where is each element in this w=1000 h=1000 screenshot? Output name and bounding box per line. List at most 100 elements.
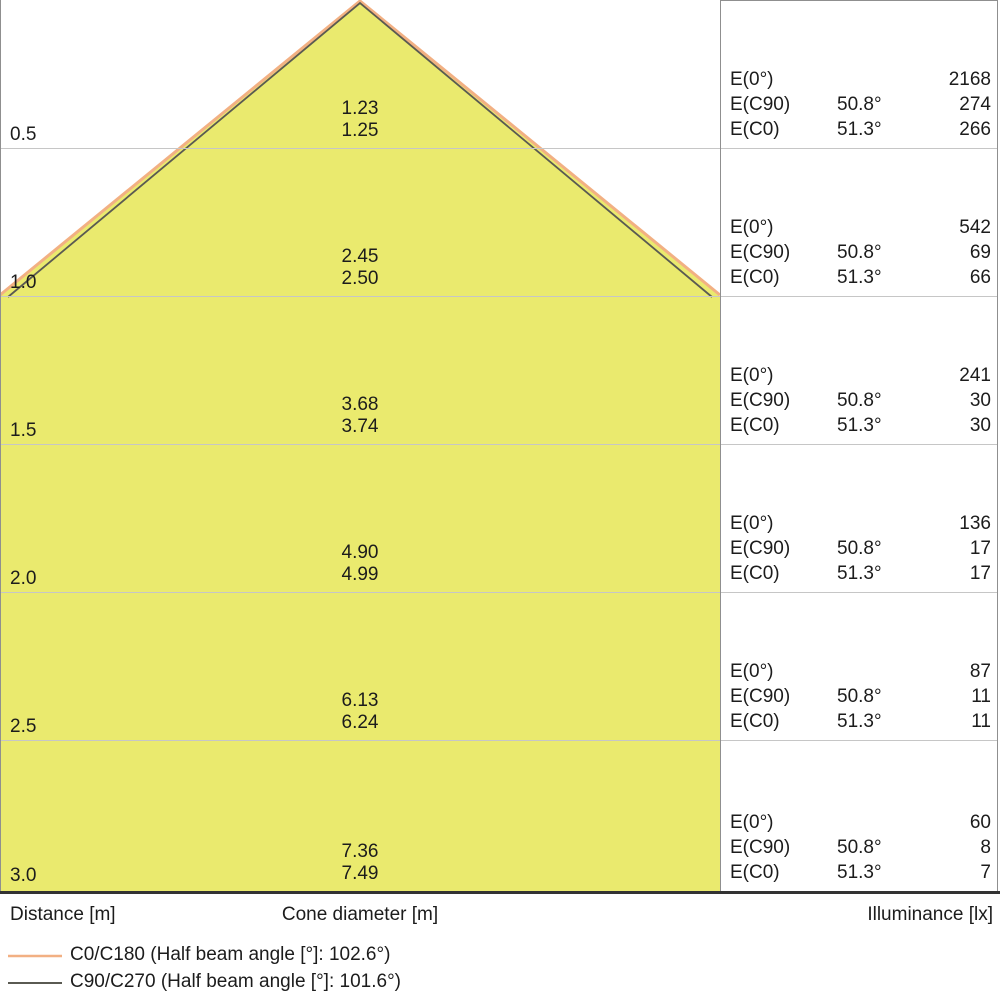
diameter-c0: 7.49 [341, 863, 379, 884]
ec0-label: E(C0) [730, 267, 780, 288]
ec0-value: 266 [959, 119, 991, 140]
ec90-angle: 50.8° [837, 686, 882, 707]
diameter-c0: 2.50 [341, 268, 379, 289]
baseline-bar [0, 891, 1000, 894]
illuminance-cell: E(0°) 241 E(C90) 50.8° 30 E(C0) 51.3° 30 [721, 296, 997, 444]
ec0-label: E(C0) [730, 119, 780, 140]
ec0-label: E(C0) [730, 415, 780, 436]
ec90-label: E(C90) [730, 686, 791, 707]
ec90-angle: 50.8° [837, 94, 882, 115]
cone-diameter-values: 2.45 2.50 [0, 246, 720, 290]
ec0-angle: 51.3° [837, 862, 882, 883]
ec90-value: 17 [969, 538, 991, 559]
ec0-label: E(C0) [730, 862, 780, 883]
e0-label: E(0°) [730, 69, 774, 90]
distance-label: 2.5 [10, 716, 37, 737]
ec90-angle: 50.8° [837, 837, 882, 858]
e0-label: E(0°) [730, 812, 774, 833]
panel-right-border [997, 0, 998, 891]
diameter-c0: 4.99 [341, 564, 379, 585]
c90-line-swatch [8, 982, 62, 984]
panel-divider [720, 0, 721, 891]
distance-label: 0.5 [10, 124, 37, 145]
ec0-angle: 51.3° [837, 711, 882, 732]
illuminance-cell: E(0°) 60 E(C90) 50.8° 8 E(C0) 51.3° 7 [721, 740, 997, 891]
diameter-c90: 7.36 [341, 841, 379, 862]
c0-beam-edge-line [0, 0, 720, 297]
diameter-c90: 6.13 [341, 690, 379, 711]
e0-value: 87 [969, 661, 991, 682]
ec90-value: 30 [969, 390, 991, 411]
illuminance-axis-caption: Illuminance [lx] [867, 904, 993, 925]
ec90-label: E(C90) [730, 242, 791, 263]
legend-label-c90: C90/C270 (Half beam angle [°]: 101.6°) [70, 971, 401, 992]
gridline-2-0 [0, 592, 997, 593]
diameter-c90: 2.45 [341, 246, 379, 267]
e0-label: E(0°) [730, 217, 774, 238]
illuminance-cell: E(0°) 2168 E(C90) 50.8° 274 E(C0) 51.3° 266 [721, 0, 997, 148]
illuminance-cell: E(0°) 87 E(C90) 50.8° 11 E(C0) 51.3° 11 [721, 592, 997, 740]
ec0-value: 7 [980, 862, 991, 883]
legend-item-c90: C90/C270 (Half beam angle [°]: 101.6°) [0, 969, 401, 995]
distance-label: 1.0 [10, 272, 37, 293]
e0-value: 241 [959, 365, 991, 386]
gridline-1-0 [0, 296, 997, 297]
gridline-0-5 [0, 148, 997, 149]
cone-diameter-values: 1.23 1.25 [0, 98, 720, 142]
diameter-c90: 1.23 [341, 98, 379, 119]
ec0-angle: 51.3° [837, 119, 882, 140]
ec90-angle: 50.8° [837, 390, 882, 411]
ec0-value: 17 [969, 563, 991, 584]
ec90-value: 8 [980, 837, 991, 858]
e0-value: 136 [959, 513, 991, 534]
diameter-c0: 3.74 [341, 416, 379, 437]
ec90-label: E(C90) [730, 390, 791, 411]
ec0-angle: 51.3° [837, 563, 882, 584]
e0-value: 2168 [948, 69, 991, 90]
diameter-c0: 1.25 [341, 120, 379, 141]
c90-beam-edge-line [7, 1, 713, 298]
legend-item-c0: C0/C180 (Half beam angle [°]: 102.6°) [0, 942, 390, 968]
ec0-value: 30 [969, 415, 991, 436]
panel-top-border [720, 0, 998, 1]
ec0-angle: 51.3° [837, 267, 882, 288]
e0-label: E(0°) [730, 513, 774, 534]
cone-diameter-axis-caption: Cone diameter [m] [281, 904, 439, 925]
ec90-label: E(C90) [730, 837, 791, 858]
illuminance-cell: E(0°) 136 E(C90) 50.8° 17 E(C0) 51.3° 17 [721, 444, 997, 592]
cone-plot [0, 0, 720, 891]
distance-label: 2.0 [10, 568, 37, 589]
e0-value: 60 [969, 812, 991, 833]
cone-diameter-values: 7.36 7.49 [0, 841, 720, 885]
ec90-value: 274 [959, 94, 991, 115]
ec90-value: 69 [969, 242, 991, 263]
cone-diameter-values: 6.13 6.24 [0, 690, 720, 734]
light-cone-fill [0, 0, 720, 891]
diameter-c0: 6.24 [341, 712, 379, 733]
gridline-1-5 [0, 444, 997, 445]
cone-diameter-values: 4.90 4.99 [0, 542, 720, 586]
distance-label: 3.0 [10, 865, 37, 886]
ec90-angle: 50.8° [837, 538, 882, 559]
plot-left-border [0, 0, 1, 891]
ec0-angle: 51.3° [837, 415, 882, 436]
illuminance-cell: E(0°) 542 E(C90) 50.8° 69 E(C0) 51.3° 66 [721, 148, 997, 296]
ec0-label: E(C0) [730, 711, 780, 732]
ec0-value: 66 [969, 267, 991, 288]
legend-label-c0: C0/C180 (Half beam angle [°]: 102.6°) [70, 944, 391, 965]
gridline-2-5 [0, 740, 997, 741]
distance-label: 1.5 [10, 420, 37, 441]
e0-value: 542 [959, 217, 991, 238]
ec90-label: E(C90) [730, 538, 791, 559]
diameter-c90: 4.90 [341, 542, 379, 563]
diameter-c90: 3.68 [341, 394, 379, 415]
ec90-label: E(C90) [730, 94, 791, 115]
ec90-value: 11 [971, 686, 991, 707]
cone-diameter-values: 3.68 3.74 [0, 394, 720, 438]
e0-label: E(0°) [730, 661, 774, 682]
distance-axis-caption: Distance [m] [10, 904, 116, 925]
c0-line-swatch [8, 954, 62, 958]
ec0-value: 11 [971, 711, 991, 732]
e0-label: E(0°) [730, 365, 774, 386]
